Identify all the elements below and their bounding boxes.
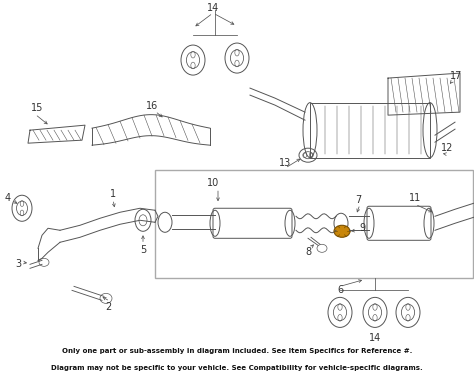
Text: 1: 1	[110, 189, 116, 199]
Text: 14: 14	[369, 333, 381, 344]
Text: 10: 10	[207, 178, 219, 188]
Text: 7: 7	[355, 195, 361, 205]
Text: 8: 8	[305, 247, 311, 257]
Text: 3: 3	[15, 259, 21, 270]
Text: Diagram may not be specific to your vehicle. See Compatibility for vehicle-speci: Diagram may not be specific to your vehi…	[51, 365, 423, 370]
Text: 4: 4	[5, 193, 11, 203]
Text: 13: 13	[279, 158, 291, 168]
Text: 2: 2	[105, 302, 111, 312]
Text: 16: 16	[146, 101, 158, 111]
Text: 17: 17	[450, 71, 462, 81]
Text: 11: 11	[409, 193, 421, 203]
Text: Only one part or sub-assembly in diagram included. See Item Specifics for Refere: Only one part or sub-assembly in diagram…	[62, 348, 412, 354]
Text: 9: 9	[359, 223, 365, 233]
Text: 14: 14	[207, 3, 219, 13]
Text: 12: 12	[441, 143, 453, 153]
Ellipse shape	[334, 225, 350, 237]
Text: 15: 15	[31, 103, 43, 113]
Text: 6: 6	[337, 285, 343, 295]
Text: 5: 5	[140, 245, 146, 255]
Bar	[155, 170, 473, 278]
Bar	[310, 103, 430, 158]
